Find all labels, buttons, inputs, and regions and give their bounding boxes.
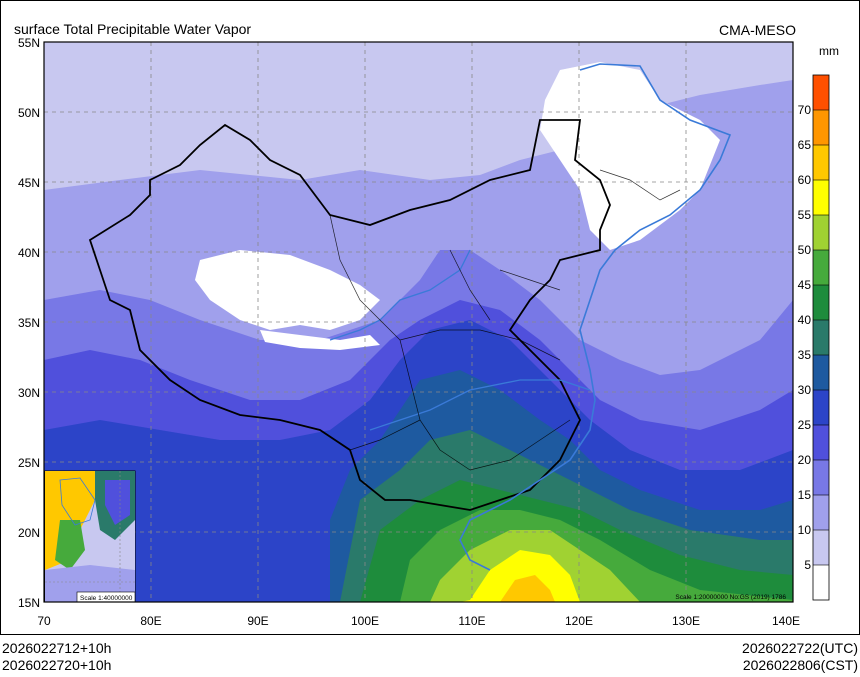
lat-label: 25N <box>18 456 40 470</box>
lat-label: 50N <box>18 106 40 120</box>
lat-label: 20N <box>18 526 40 540</box>
colorbar-level-label: 70 <box>798 103 812 117</box>
colorbar-swatch <box>813 390 829 425</box>
colorbar-level-label: 60 <box>798 173 812 187</box>
model-source: CMA-MESO <box>719 22 796 38</box>
colorbar-frame <box>812 74 830 601</box>
lat-label: 55N <box>18 36 40 50</box>
valid-time-cst: 2026022806(CST) <box>742 657 858 673</box>
colorbar-swatch <box>813 565 829 600</box>
lon-label: 70 <box>37 614 51 628</box>
colorbar-level-label: 35 <box>798 348 812 362</box>
colorbar-unit: mm <box>819 44 839 58</box>
inset-scale-label: Scale 1:40000000 <box>80 595 133 602</box>
lat-label: 40N <box>18 246 40 260</box>
pwv-field: Scale 1:20000000 No:GS (2019) 1786 <box>44 42 793 602</box>
colorbar-level-label: 15 <box>798 488 812 502</box>
lat-label: 45N <box>18 176 40 190</box>
colorbar-swatch <box>813 425 829 460</box>
map-title: surface Total Precipitable Water Vapor <box>14 21 252 37</box>
map-figure: Scale 1:20000000 No:GS (2019) 1786 Scale… <box>18 36 830 628</box>
lon-label: 80E <box>140 614 161 628</box>
colorbar-level-label: 55 <box>798 208 812 222</box>
colorbar-swatch <box>813 530 829 565</box>
init-time-2: 2026022720+10h <box>2 657 112 673</box>
lon-label: 130E <box>672 614 700 628</box>
colorbar-swatch <box>813 460 829 495</box>
colorbar-swatch <box>813 110 829 145</box>
lat-label: 15N <box>18 596 40 610</box>
lon-label: 90E <box>247 614 268 628</box>
colorbar-level-label: 10 <box>798 523 812 537</box>
colorbar-level-label: 25 <box>798 418 812 432</box>
inset-map: Scale 1:40000000 <box>44 470 136 603</box>
colorbar-level-label: 45 <box>798 278 812 292</box>
lat-label: 35N <box>18 316 40 330</box>
colorbar-level-label: 50 <box>798 243 812 257</box>
colorbar-swatch <box>813 180 829 215</box>
colorbar-swatch <box>813 75 829 110</box>
colorbar-level-label: 40 <box>798 313 812 327</box>
colorbar-swatch <box>813 320 829 355</box>
map-scale-note: Scale 1:20000000 No:GS (2019) 1786 <box>675 594 786 601</box>
colorbar-swatch <box>813 145 829 180</box>
lon-label: 100E <box>351 614 379 628</box>
country-border <box>88 119 611 511</box>
colorbar-swatch <box>813 495 829 530</box>
coastline <box>459 63 732 571</box>
colorbar-swatch <box>813 355 829 390</box>
lon-label: 120E <box>565 614 593 628</box>
colorbar-swatch <box>813 215 829 250</box>
colorbar: 5 10 15 20 25 30 35 40 45 50 55 60 65 70 <box>798 74 830 601</box>
colorbar-level-label: 30 <box>798 383 812 397</box>
map-border <box>43 41 794 603</box>
lat-label: 30N <box>18 386 40 400</box>
colorbar-level-label: 5 <box>804 558 811 572</box>
init-time-1: 2026022712+10h <box>2 640 112 656</box>
lon-label: 110E <box>458 614 485 628</box>
colorbar-swatch <box>813 285 829 320</box>
lon-label: 140E <box>772 614 800 628</box>
colorbar-level-label: 20 <box>798 453 812 467</box>
colorbar-swatch <box>813 250 829 285</box>
colorbar-level-label: 65 <box>798 138 812 152</box>
valid-time-utc: 2026022722(UTC) <box>742 640 858 656</box>
